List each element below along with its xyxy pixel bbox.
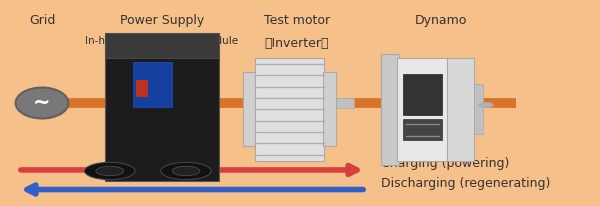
Text: In-house SiC MOSFET module: In-house SiC MOSFET module [85,36,239,46]
FancyBboxPatch shape [474,84,483,134]
Circle shape [85,162,135,180]
FancyBboxPatch shape [105,33,219,181]
Text: ~: ~ [33,93,51,113]
Circle shape [479,103,494,108]
FancyBboxPatch shape [447,58,474,161]
Text: Test motor: Test motor [264,14,330,27]
Circle shape [96,166,124,176]
Ellipse shape [16,88,68,118]
Text: Grid: Grid [29,14,55,27]
Circle shape [161,162,211,180]
Circle shape [172,166,200,176]
FancyBboxPatch shape [403,74,442,115]
Text: Discharging (regenerating): Discharging (regenerating) [381,177,550,190]
FancyBboxPatch shape [336,98,354,108]
Text: Dynamo: Dynamo [415,14,467,27]
FancyBboxPatch shape [255,58,324,161]
Text: Charging (powering): Charging (powering) [381,157,509,170]
FancyBboxPatch shape [136,80,148,97]
FancyBboxPatch shape [105,33,219,58]
FancyBboxPatch shape [403,119,442,140]
FancyBboxPatch shape [243,72,256,146]
FancyBboxPatch shape [323,72,336,146]
FancyBboxPatch shape [397,58,448,161]
Text: （Inverter）: （Inverter） [265,37,329,50]
FancyBboxPatch shape [133,62,172,107]
Text: Power Supply: Power Supply [120,14,204,27]
FancyBboxPatch shape [381,54,399,165]
